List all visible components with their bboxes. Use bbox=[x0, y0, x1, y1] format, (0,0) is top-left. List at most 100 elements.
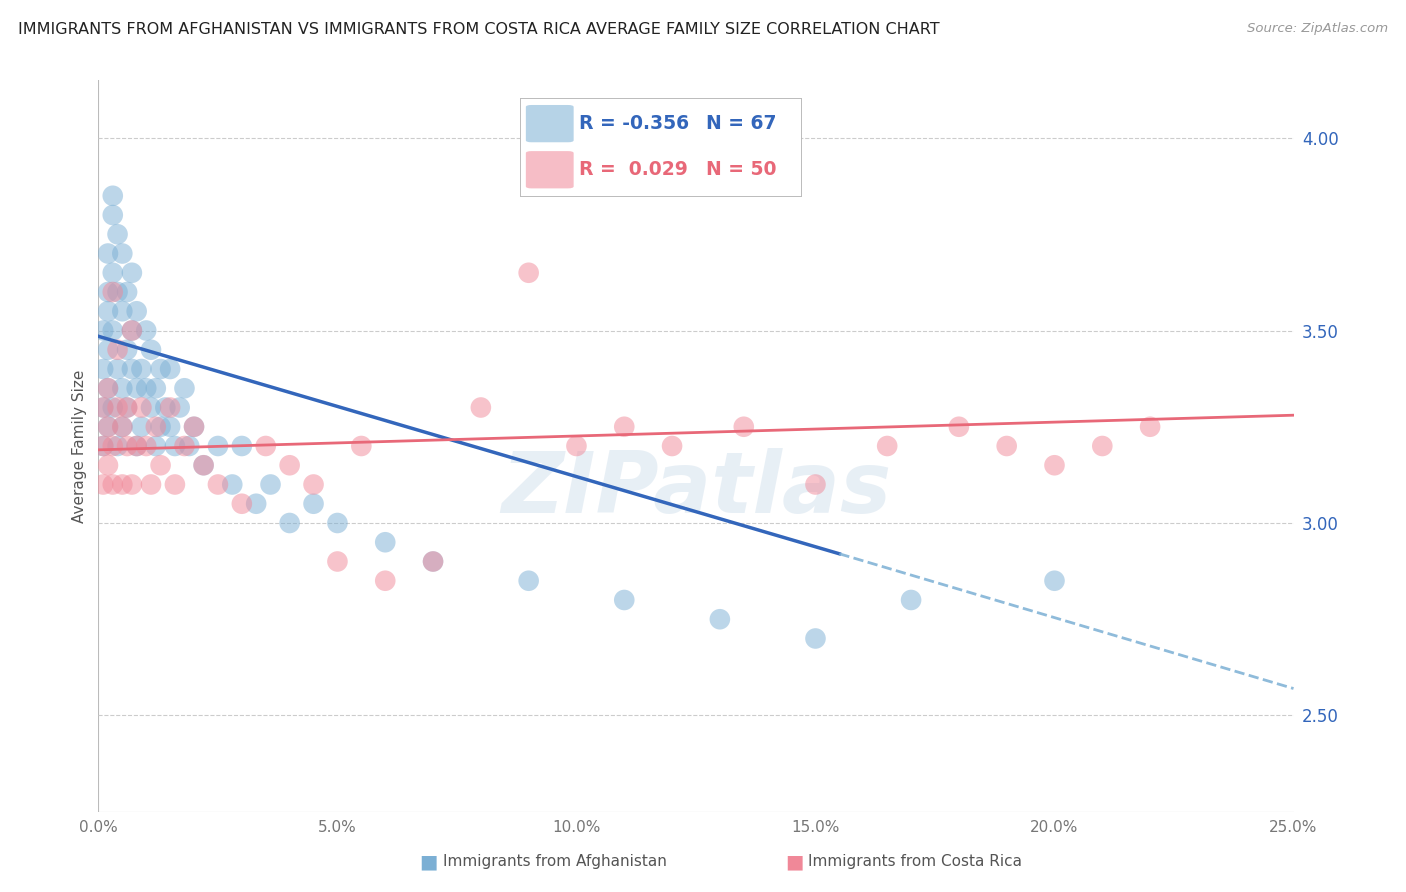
Point bbox=[125, 439, 148, 453]
Text: ■: ■ bbox=[785, 852, 804, 871]
Text: Source: ZipAtlas.com: Source: ZipAtlas.com bbox=[1247, 22, 1388, 36]
Point bbox=[278, 516, 301, 530]
Point bbox=[470, 401, 492, 415]
Text: Immigrants from Costa Rica: Immigrants from Costa Rica bbox=[808, 855, 1022, 869]
Point bbox=[804, 477, 827, 491]
Text: N = 50: N = 50 bbox=[706, 161, 776, 179]
Point bbox=[1043, 574, 1066, 588]
Point bbox=[1043, 458, 1066, 473]
Point bbox=[101, 208, 124, 222]
Point bbox=[101, 324, 124, 338]
Point bbox=[111, 381, 134, 395]
Point bbox=[135, 439, 157, 453]
Point bbox=[159, 419, 181, 434]
Point bbox=[107, 362, 129, 376]
Point bbox=[422, 554, 444, 568]
Point bbox=[517, 266, 540, 280]
Point bbox=[613, 593, 636, 607]
FancyBboxPatch shape bbox=[526, 151, 574, 188]
Point bbox=[107, 285, 129, 299]
Point bbox=[135, 381, 157, 395]
Point bbox=[900, 593, 922, 607]
Point bbox=[111, 246, 134, 260]
Point bbox=[145, 439, 167, 453]
Point bbox=[97, 246, 120, 260]
Point bbox=[613, 419, 636, 434]
Point bbox=[995, 439, 1018, 453]
Point bbox=[121, 266, 143, 280]
Point bbox=[97, 381, 120, 395]
Point bbox=[159, 401, 181, 415]
Text: R =  0.029: R = 0.029 bbox=[579, 161, 688, 179]
Point bbox=[193, 458, 215, 473]
Point bbox=[115, 401, 138, 415]
Point bbox=[149, 419, 172, 434]
Point bbox=[231, 439, 253, 453]
Point bbox=[121, 477, 143, 491]
Point bbox=[661, 439, 683, 453]
Point bbox=[1091, 439, 1114, 453]
Point bbox=[97, 419, 120, 434]
Point bbox=[259, 477, 281, 491]
Point bbox=[121, 324, 143, 338]
Point bbox=[163, 477, 186, 491]
Point bbox=[173, 381, 195, 395]
Point bbox=[131, 419, 153, 434]
Point bbox=[91, 439, 114, 453]
Point bbox=[125, 304, 148, 318]
Point bbox=[326, 554, 349, 568]
Point bbox=[97, 381, 120, 395]
Point bbox=[125, 439, 148, 453]
Point bbox=[149, 362, 172, 376]
Point bbox=[1139, 419, 1161, 434]
Point bbox=[149, 458, 172, 473]
Point bbox=[139, 477, 162, 491]
Point bbox=[733, 419, 755, 434]
Point bbox=[91, 362, 114, 376]
Point bbox=[159, 362, 181, 376]
Point bbox=[374, 574, 396, 588]
Point bbox=[422, 554, 444, 568]
Point bbox=[97, 343, 120, 357]
Point bbox=[115, 439, 138, 453]
Point bbox=[97, 458, 120, 473]
Point bbox=[876, 439, 898, 453]
Point bbox=[517, 574, 540, 588]
Point bbox=[115, 343, 138, 357]
Point bbox=[91, 324, 114, 338]
Point bbox=[97, 285, 120, 299]
Point bbox=[91, 477, 114, 491]
Point bbox=[326, 516, 349, 530]
Point bbox=[101, 477, 124, 491]
Point bbox=[948, 419, 970, 434]
Point bbox=[179, 439, 201, 453]
Point bbox=[101, 439, 124, 453]
Point bbox=[111, 477, 134, 491]
Point bbox=[221, 477, 243, 491]
Point bbox=[350, 439, 373, 453]
Point bbox=[121, 324, 143, 338]
Point bbox=[302, 477, 325, 491]
Point bbox=[115, 285, 138, 299]
Point bbox=[97, 304, 120, 318]
Point bbox=[107, 343, 129, 357]
Point bbox=[155, 401, 177, 415]
Point bbox=[278, 458, 301, 473]
Point bbox=[91, 401, 114, 415]
Point bbox=[101, 285, 124, 299]
Text: IMMIGRANTS FROM AFGHANISTAN VS IMMIGRANTS FROM COSTA RICA AVERAGE FAMILY SIZE CO: IMMIGRANTS FROM AFGHANISTAN VS IMMIGRANT… bbox=[18, 22, 939, 37]
Point bbox=[207, 439, 229, 453]
Point bbox=[145, 419, 167, 434]
Point bbox=[374, 535, 396, 549]
Text: N = 67: N = 67 bbox=[706, 114, 776, 133]
Point bbox=[709, 612, 731, 626]
Point bbox=[302, 497, 325, 511]
Point bbox=[565, 439, 588, 453]
Point bbox=[91, 401, 114, 415]
Point bbox=[231, 497, 253, 511]
Point bbox=[183, 419, 205, 434]
Point bbox=[101, 266, 124, 280]
Point bbox=[111, 419, 134, 434]
Point bbox=[804, 632, 827, 646]
Point bbox=[111, 304, 134, 318]
